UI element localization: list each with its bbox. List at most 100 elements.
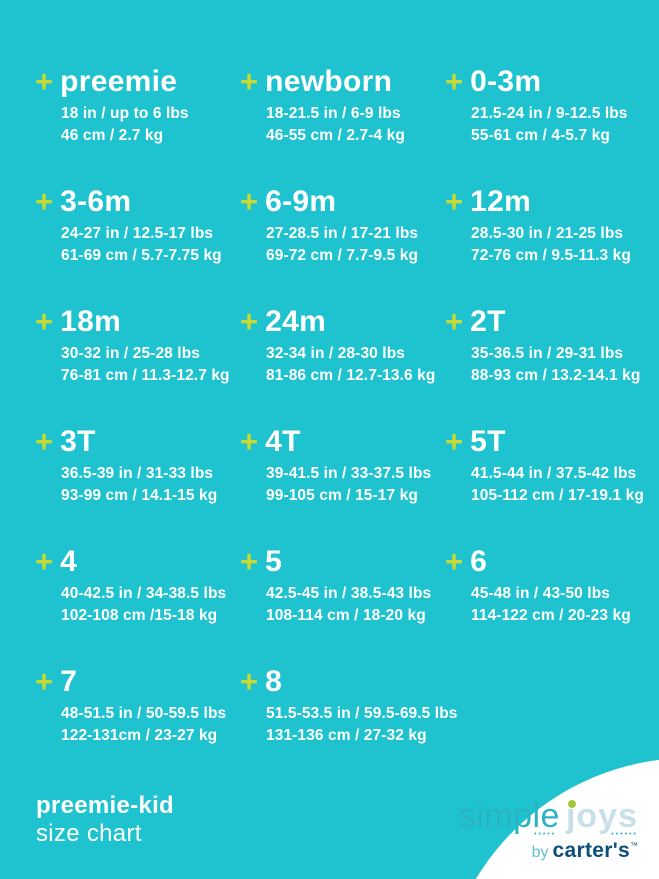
size-imperial: 40-42.5 in / 34-38.5 lbs xyxy=(61,585,227,602)
size-name: 3T xyxy=(60,425,96,458)
size-imperial: 28.5-30 in / 21-25 lbs xyxy=(471,225,624,242)
size-imperial: 41.5-44 in / 37.5-42 lbs xyxy=(471,465,637,482)
brand-word-simple: simple xyxy=(458,797,560,835)
plus-icon: + xyxy=(35,663,54,699)
size-cell: + 4 40-42.5 in / 34-38.5 lbs 102-108 cm … xyxy=(35,536,240,656)
size-cell: + 18m 30-32 in / 25-28 lbs 76-81 cm / 11… xyxy=(35,296,240,416)
plus-icon: + xyxy=(240,303,259,339)
size-imperial: 27-28.5 in / 17-21 lbs xyxy=(266,225,419,242)
joys-j-dot-icon xyxy=(567,800,576,808)
size-cell-header: + 5 xyxy=(240,545,445,579)
size-cell-header: + 2T xyxy=(445,305,649,339)
plus-icon: + xyxy=(35,63,54,99)
size-name: 4 xyxy=(60,545,78,578)
size-imperial: 35-36.5 in / 29-31 lbs xyxy=(471,345,624,362)
brand-word-by: by xyxy=(531,844,549,861)
size-cell-header: + 3-6m xyxy=(35,185,240,219)
size-name: 12m xyxy=(470,185,532,218)
plus-icon: + xyxy=(445,543,464,579)
size-cell-header: + 0-3m xyxy=(445,65,649,99)
size-imperial: 42.5-45 in / 38.5-43 lbs xyxy=(266,585,432,602)
size-name: preemie xyxy=(60,65,178,98)
size-cell-header: + 18m xyxy=(35,305,240,339)
size-imperial: 21.5-24 in / 9-12.5 lbs xyxy=(471,105,628,122)
plus-icon: + xyxy=(240,183,259,219)
size-imperial: 30-32 in / 25-28 lbs xyxy=(61,345,200,362)
size-cell: + 3T 36.5-39 in / 31-33 lbs 93-99 cm / 1… xyxy=(35,416,240,536)
brand-word-joys: joys xyxy=(565,797,638,835)
size-name: 7 xyxy=(60,665,78,698)
size-cell-header: + 24m xyxy=(240,305,445,339)
size-cell-header: + newborn xyxy=(240,65,445,99)
size-metric: 99-105 cm / 15-17 kg xyxy=(266,486,418,504)
size-cell: + 0-3m 21.5-24 in / 9-12.5 lbs 55-61 cm … xyxy=(445,56,649,176)
size-grid: + preemie 18 in / up to 6 lbs 46 cm / 2.… xyxy=(35,56,649,776)
plus-icon: + xyxy=(35,303,54,339)
plus-icon: + xyxy=(240,63,259,99)
size-imperial: 32-34 in / 28-30 lbs xyxy=(266,345,405,362)
trademark-symbol: ™ xyxy=(630,841,638,850)
size-imperial: 45-48 in / 43-50 lbs xyxy=(471,585,610,602)
size-cell: + 2T 35-36.5 in / 29-31 lbs 88-93 cm / 1… xyxy=(445,296,649,416)
chart-title: preemie-kid xyxy=(36,792,175,819)
plus-icon: + xyxy=(240,543,259,579)
chart-footer: preemie-kid size chart xyxy=(36,792,174,848)
size-name: 4T xyxy=(265,425,301,458)
size-name: 2T xyxy=(470,305,506,338)
size-name: 0-3m xyxy=(470,65,542,98)
size-name: 6-9m xyxy=(265,185,337,218)
size-metric: 61-69 cm / 5.7-7.75 kg xyxy=(61,246,222,264)
size-name: 6 xyxy=(470,545,488,578)
size-metric: 105-112 cm / 17-19.1 kg xyxy=(471,486,644,504)
size-imperial: 18 in / up to 6 lbs xyxy=(61,105,189,122)
size-name: 18m xyxy=(60,305,122,338)
dots-right: •••••• xyxy=(611,831,638,838)
size-cell-header: + 4T xyxy=(240,425,445,459)
size-cell-header: + 8 xyxy=(240,665,445,699)
size-cell: + 8 51.5-53.5 in / 59.5-69.5 lbs 131-136… xyxy=(240,656,458,776)
size-metric: 93-99 cm / 14.1-15 kg xyxy=(61,486,218,504)
size-metric: 122-131cm / 23-27 kg xyxy=(61,726,218,744)
size-metric: 102-108 cm /15-18 kg xyxy=(61,606,218,624)
size-metric: 46 cm / 2.7 kg xyxy=(61,126,164,144)
size-cell-header: + 6 xyxy=(445,545,649,579)
size-name: 5T xyxy=(470,425,506,458)
size-metric: 81-86 cm / 12.7-13.6 kg xyxy=(266,366,436,384)
size-cell: + 4T 39-41.5 in / 33-37.5 lbs 99-105 cm … xyxy=(240,416,445,536)
size-imperial: 18-21.5 in / 6-9 lbs xyxy=(266,105,401,122)
size-metric: 46-55 cm / 2.7-4 kg xyxy=(266,126,405,144)
plus-icon: + xyxy=(445,423,464,459)
size-cell-header: + 4 xyxy=(35,545,240,579)
size-imperial: 51.5-53.5 in / 59.5-69.5 lbs xyxy=(266,705,458,722)
size-cell-header: + 12m xyxy=(445,185,649,219)
size-name: 24m xyxy=(265,305,327,338)
size-name: newborn xyxy=(265,65,393,98)
size-cell: + newborn 18-21.5 in / 6-9 lbs 46-55 cm … xyxy=(240,56,445,176)
plus-icon: + xyxy=(445,183,464,219)
plus-icon: + xyxy=(445,303,464,339)
size-cell: + 6 45-48 in / 43-50 lbs 114-122 cm / 20… xyxy=(445,536,649,656)
brand-word-carters: carter's xyxy=(552,839,630,862)
chart-subtitle: size chart xyxy=(36,820,142,847)
size-metric: 88-93 cm / 13.2-14.1 kg xyxy=(471,366,641,384)
size-name: 3-6m xyxy=(60,185,132,218)
size-imperial: 48-51.5 in / 50-59.5 lbs xyxy=(61,705,227,722)
brand-logo: simple joys ••••• •••••• by carter's™ xyxy=(408,798,638,863)
brand-name: simple joys xyxy=(408,798,638,834)
size-imperial: 39-41.5 in / 33-37.5 lbs xyxy=(266,465,432,482)
size-name: 8 xyxy=(265,665,283,698)
size-cell: + 6-9m 27-28.5 in / 17-21 lbs 69-72 cm /… xyxy=(240,176,445,296)
size-cell-header: + preemie xyxy=(35,65,240,99)
size-metric: 69-72 cm / 7.7-9.5 kg xyxy=(266,246,419,264)
size-cell: + 7 48-51.5 in / 50-59.5 lbs 122-131cm /… xyxy=(35,656,240,776)
size-imperial: 24-27 in / 12.5-17 lbs xyxy=(61,225,214,242)
size-cell: + 24m 32-34 in / 28-30 lbs 81-86 cm / 12… xyxy=(240,296,445,416)
brand-byline: by carter's™ xyxy=(408,839,638,863)
size-cell-header: + 5T xyxy=(445,425,649,459)
dots-left: ••••• xyxy=(534,831,557,838)
size-metric: 131-136 cm / 27-32 kg xyxy=(266,726,427,744)
size-cell: + 12m 28.5-30 in / 21-25 lbs 72-76 cm / … xyxy=(445,176,649,296)
plus-icon: + xyxy=(240,663,259,699)
size-cell: + 5 42.5-45 in / 38.5-43 lbs 108-114 cm … xyxy=(240,536,445,656)
